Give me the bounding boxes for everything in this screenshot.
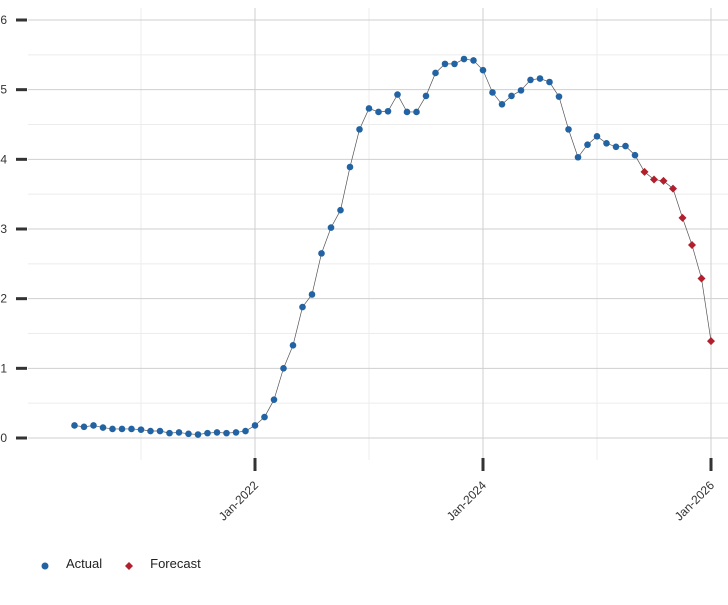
data-point-forecast (688, 241, 696, 250)
data-point-actual (166, 429, 173, 437)
y-tick-label: 3 (0, 222, 7, 236)
data-point-actual (603, 140, 610, 147)
data-point-actual (213, 429, 221, 436)
data-point-actual (375, 108, 382, 116)
data-point-actual (574, 153, 582, 161)
data-point-actual (527, 76, 534, 84)
data-point-actual (432, 69, 439, 77)
legend-item-actual[interactable]: Actual (40, 556, 102, 571)
data-point-actual (394, 91, 401, 98)
data-point-forecast (650, 175, 658, 184)
y-tick-label: 6 (0, 13, 7, 27)
data-point-actual (555, 93, 563, 100)
data-point-actual (242, 427, 249, 435)
data-point-actual (128, 425, 135, 433)
legend-marker-forecast (124, 559, 134, 570)
data-point-actual (223, 429, 230, 437)
x-tick-label: Jan-2024 (444, 478, 490, 524)
y-axis: 0 1 2 3 4 5 6 (0, 13, 27, 445)
data-point-actual (365, 105, 373, 112)
x-tick-label: Jan-2022 (216, 478, 262, 524)
data-point-forecast (669, 184, 677, 193)
data-point-actual (232, 429, 240, 436)
data-point-actual (384, 107, 392, 115)
data-point-actual (413, 108, 420, 116)
data-point-actual (137, 426, 145, 433)
data-point-actual (612, 143, 620, 151)
data-point-actual (327, 224, 335, 231)
legend-label-actual: Actual (66, 556, 103, 571)
data-point-actual (346, 163, 354, 171)
data-point-actual (204, 429, 211, 437)
data-point-actual (422, 92, 430, 100)
data-point-actual (479, 66, 487, 74)
y-tick-label: 2 (0, 292, 7, 306)
data-point-actual (622, 142, 629, 150)
legend-marker-actual (40, 559, 50, 569)
data-point-actual (118, 425, 126, 433)
data-point-actual (460, 55, 468, 63)
data-point-actual (631, 151, 639, 159)
data-point-actual (90, 422, 97, 429)
data-point-actual (156, 427, 164, 435)
data-point-actual (356, 126, 363, 133)
data-point-actual (147, 427, 154, 435)
data-point-actual (565, 126, 572, 133)
series-lines (74, 58, 712, 435)
data-point-actual (593, 133, 601, 140)
data-point-actual (270, 396, 278, 403)
data-point-forecast (659, 176, 668, 185)
x-tick-label: Jan-2026 (672, 478, 718, 524)
data-point-actual (517, 87, 525, 94)
data-point-actual (337, 206, 344, 214)
data-point-actual (489, 89, 496, 96)
data-point-actual (451, 60, 458, 68)
data-point-actual (99, 424, 107, 431)
data-point-actual (194, 431, 202, 438)
data-point-actual (175, 429, 183, 436)
data-point-actual (536, 75, 544, 82)
y-tick-label: 5 (0, 83, 7, 97)
major-gridlines (28, 8, 728, 460)
y-tick-label: 1 (0, 361, 7, 375)
data-point-actual (318, 250, 325, 257)
series-points (71, 55, 715, 438)
data-point-forecast (640, 167, 649, 176)
minor-gridlines (28, 8, 728, 460)
data-point-actual (185, 430, 192, 438)
data-point-actual (299, 303, 306, 311)
series-line (74, 58, 712, 435)
data-point-actual (71, 422, 78, 429)
y-tick-label: 0 (0, 431, 7, 445)
data-point-actual (441, 60, 449, 68)
data-point-actual (80, 423, 88, 431)
legend: Actual Forecast (40, 556, 223, 571)
data-point-actual (470, 57, 477, 64)
data-point-actual (280, 365, 287, 372)
data-point-actual (508, 92, 515, 100)
data-point-actual (251, 422, 259, 429)
data-point-actual (308, 291, 316, 298)
data-point-actual (403, 108, 411, 116)
x-axis: Jan-2022 Jan-2024 Jan-2026 (216, 458, 718, 524)
data-point-actual (289, 342, 297, 349)
data-point-actual (546, 78, 553, 86)
data-point-actual (109, 425, 116, 433)
legend-item-forecast[interactable]: Forecast (124, 556, 201, 571)
data-point-actual (261, 413, 268, 421)
data-point-actual (498, 100, 506, 108)
data-point-forecast (678, 213, 687, 222)
data-point-actual (584, 141, 591, 149)
y-tick-label: 4 (0, 152, 7, 166)
data-point-forecast (707, 337, 715, 346)
data-point-forecast (697, 274, 706, 283)
legend-label-forecast: Forecast (150, 556, 201, 571)
